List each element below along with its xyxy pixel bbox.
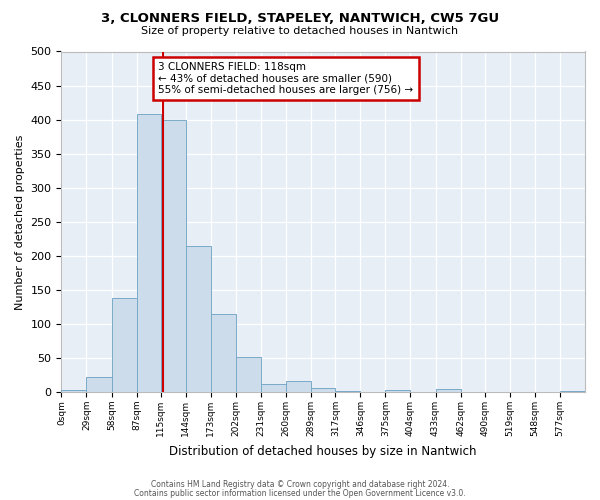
Bar (261, 384, 286, 392)
Bar (436, 390, 461, 392)
Bar (311, 388, 335, 392)
Text: Contains HM Land Registry data © Crown copyright and database right 2024.: Contains HM Land Registry data © Crown c… (151, 480, 449, 489)
Y-axis label: Number of detached properties: Number of detached properties (15, 134, 25, 310)
Bar (385, 390, 410, 392)
Bar (186, 246, 211, 392)
Bar (211, 314, 236, 392)
Bar (335, 391, 361, 392)
Bar (236, 356, 261, 392)
Bar (112, 298, 137, 392)
Text: Contains public sector information licensed under the Open Government Licence v3: Contains public sector information licen… (134, 488, 466, 498)
Text: 3 CLONNERS FIELD: 118sqm
← 43% of detached houses are smaller (590)
55% of semi-: 3 CLONNERS FIELD: 118sqm ← 43% of detach… (158, 62, 413, 95)
Bar (86, 377, 112, 392)
Bar (286, 382, 311, 392)
Bar (61, 390, 86, 392)
X-axis label: Distribution of detached houses by size in Nantwich: Distribution of detached houses by size … (169, 444, 477, 458)
Bar (560, 391, 585, 392)
Bar (161, 120, 186, 392)
Bar (137, 114, 161, 392)
Text: 3, CLONNERS FIELD, STAPELEY, NANTWICH, CW5 7GU: 3, CLONNERS FIELD, STAPELEY, NANTWICH, C… (101, 12, 499, 26)
Text: Size of property relative to detached houses in Nantwich: Size of property relative to detached ho… (142, 26, 458, 36)
